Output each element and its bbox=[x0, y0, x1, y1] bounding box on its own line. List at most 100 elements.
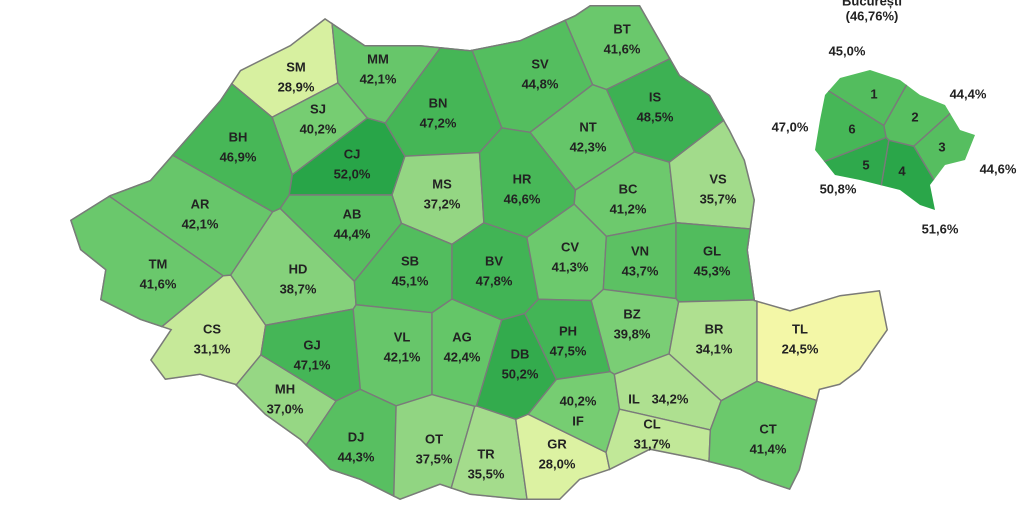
county-code: TR bbox=[477, 446, 495, 461]
county-value: 45,3% bbox=[694, 263, 731, 278]
sector bbox=[815, 70, 956, 127]
county-value: 41,3% bbox=[552, 259, 589, 274]
county-value: 40,2% bbox=[300, 121, 337, 136]
sector-value: 51,6% bbox=[922, 221, 959, 236]
county-value: 24,5% bbox=[782, 341, 819, 356]
county-value: 37,0% bbox=[267, 401, 304, 416]
county-value: 47,8% bbox=[476, 273, 513, 288]
county-code: BH bbox=[229, 129, 248, 144]
county-value: 28,0% bbox=[539, 456, 576, 471]
county-code: CL bbox=[643, 416, 660, 431]
county-value: 43,7% bbox=[622, 263, 659, 278]
county-value: 46,9% bbox=[220, 149, 257, 164]
county-value: 28,9% bbox=[278, 79, 315, 94]
sector-value: 50,8% bbox=[820, 181, 857, 196]
county-code: CV bbox=[561, 239, 579, 254]
county-code: IF bbox=[572, 413, 584, 428]
county-value: 44,8% bbox=[522, 76, 559, 91]
county-value: 31,7% bbox=[634, 436, 671, 451]
county-code: AG bbox=[452, 329, 472, 344]
county-code: CT bbox=[759, 421, 776, 436]
sector-number: 4 bbox=[898, 163, 906, 178]
county-value: 47,1% bbox=[294, 357, 331, 372]
county-code: GL bbox=[703, 243, 721, 258]
county-value: 47,5% bbox=[550, 343, 587, 358]
county-code: SM bbox=[286, 59, 306, 74]
county-code: VL bbox=[394, 329, 411, 344]
county-value: 39,8% bbox=[614, 326, 651, 341]
county-code: VS bbox=[709, 171, 727, 186]
county-code: DB bbox=[511, 346, 530, 361]
county-code: SV bbox=[531, 56, 549, 71]
county-value: 41,2% bbox=[610, 201, 647, 216]
sector bbox=[826, 139, 975, 210]
sector-value: 44,6% bbox=[980, 161, 1017, 176]
county-code: MS bbox=[432, 176, 452, 191]
inset-total: (46,76%) bbox=[846, 8, 899, 23]
county-code: GR bbox=[547, 436, 567, 451]
county-code: HD bbox=[289, 261, 308, 276]
county-code: MH bbox=[275, 381, 295, 396]
county-value: 42,4% bbox=[444, 349, 481, 364]
county-code: NT bbox=[579, 119, 596, 134]
county-code: BN bbox=[429, 95, 448, 110]
county-value: 52,0% bbox=[334, 166, 371, 181]
county-value: 48,5% bbox=[637, 109, 674, 124]
county-value: 44,3% bbox=[338, 449, 375, 464]
sector-number: 1 bbox=[870, 86, 877, 101]
county bbox=[675, 222, 817, 303]
county-code: SJ bbox=[310, 101, 326, 116]
county-code: BC bbox=[619, 181, 638, 196]
county-value: 41,6% bbox=[140, 276, 177, 291]
county-code: IL bbox=[628, 391, 640, 406]
county-code: OT bbox=[425, 431, 443, 446]
county-value: 38,7% bbox=[280, 281, 317, 296]
county-code: TM bbox=[149, 256, 168, 271]
county-value: 31,1% bbox=[194, 341, 231, 356]
county-code: AB bbox=[343, 206, 362, 221]
county-code: TL bbox=[792, 321, 808, 336]
sector-number: 6 bbox=[848, 121, 855, 136]
county-code: CJ bbox=[344, 146, 361, 161]
county-value: 50,2% bbox=[502, 366, 539, 381]
county-value: 41,6% bbox=[604, 41, 641, 56]
county bbox=[70, 5, 293, 213]
county-code: MM bbox=[367, 51, 389, 66]
county-code: BZ bbox=[623, 306, 640, 321]
county-value: 44,4% bbox=[334, 226, 371, 241]
county-value: 42,1% bbox=[384, 349, 421, 364]
sector-value: 45,0% bbox=[829, 43, 866, 58]
county-value: 41,4% bbox=[750, 441, 787, 456]
county-code: VN bbox=[631, 243, 649, 258]
county-code: GJ bbox=[303, 337, 320, 352]
county-code: DJ bbox=[348, 429, 365, 444]
county-code: PH bbox=[559, 323, 577, 338]
sector-number: 3 bbox=[938, 139, 945, 154]
county-code: BV bbox=[485, 253, 503, 268]
labels: București (46,76%) SM 28,9% MM 42,1% BT 41,6%… bbox=[140, 0, 1017, 481]
sector-number: 5 bbox=[862, 157, 869, 172]
county-value: 42,3% bbox=[570, 139, 607, 154]
sector-value: 47,0% bbox=[772, 119, 809, 134]
sector-value: 44,4% bbox=[950, 86, 987, 101]
county-code: AR bbox=[191, 196, 210, 211]
county-value: 42,1% bbox=[360, 71, 397, 86]
county-value: 47,2% bbox=[420, 115, 457, 130]
county-value: 35,5% bbox=[468, 466, 505, 481]
county-value: 34,1% bbox=[696, 341, 733, 356]
sector-number: 2 bbox=[911, 109, 918, 124]
county-code: SB bbox=[401, 253, 419, 268]
county-value: 34,2% bbox=[652, 391, 689, 406]
inset-title: București bbox=[842, 0, 902, 8]
county-code: BT bbox=[613, 21, 630, 36]
county-value: 37,5% bbox=[416, 451, 453, 466]
county-code: HR bbox=[513, 171, 532, 186]
county-value: 46,6% bbox=[504, 191, 541, 206]
county-value: 40,2% bbox=[560, 393, 597, 408]
sector bbox=[815, 70, 887, 210]
county-code: BR bbox=[705, 321, 724, 336]
county bbox=[602, 222, 677, 300]
county-value: 42,1% bbox=[182, 216, 219, 231]
county-code: IS bbox=[649, 89, 662, 104]
county-value: 37,2% bbox=[424, 196, 461, 211]
